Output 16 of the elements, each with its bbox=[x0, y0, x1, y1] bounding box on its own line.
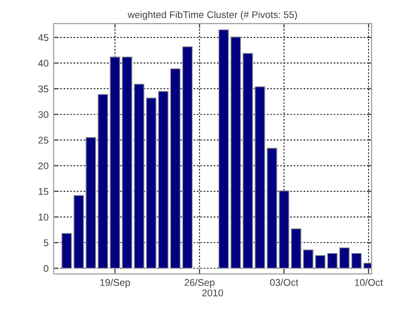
y-tick-label: 40 bbox=[38, 60, 48, 67]
x-axis-title: 2010 bbox=[202, 289, 224, 296]
x-tick-label: 19/Sep bbox=[100, 278, 130, 288]
y-tick-label: 30 bbox=[38, 111, 48, 118]
y-tick-label: 10 bbox=[38, 214, 48, 221]
y-tick-label: 5 bbox=[44, 239, 48, 246]
y-tick-label: 15 bbox=[38, 188, 48, 195]
y-tick-label: 35 bbox=[38, 85, 48, 92]
x-tick-label: 03/Oct bbox=[270, 278, 298, 286]
y-tick-label: 45 bbox=[38, 34, 48, 42]
y-tick-label: 20 bbox=[38, 162, 48, 170]
chart-title: weighted FibTime Cluster (# Pivots: 55) bbox=[128, 10, 297, 20]
x-tick-label: 26/Sep bbox=[184, 278, 215, 288]
x-tick-label: 10/Oct bbox=[355, 278, 383, 286]
y-tick-label: 0 bbox=[44, 264, 48, 272]
y-tick-label: 25 bbox=[38, 136, 48, 144]
